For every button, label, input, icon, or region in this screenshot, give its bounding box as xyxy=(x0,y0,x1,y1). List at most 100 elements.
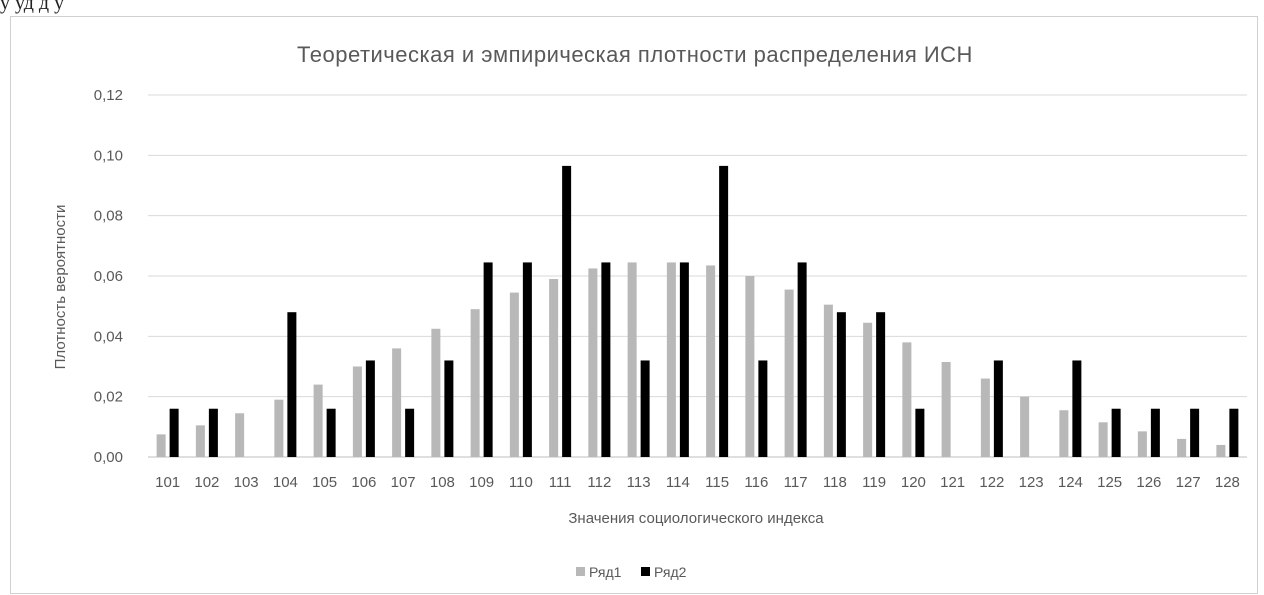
x-tick-label: 112 xyxy=(587,474,611,491)
y-tick-label: 0,02 xyxy=(94,389,123,406)
bar-series-2 xyxy=(208,408,218,457)
bar-series-2 xyxy=(719,165,729,457)
bar-series-2 xyxy=(405,408,415,457)
y-tick-label: 0,04 xyxy=(94,328,123,345)
x-tick-labels: 101 102 103 104 105 106 107 108 109 110 111 112 113 1… xyxy=(155,474,1240,491)
bar-series-2 xyxy=(1229,408,1239,457)
x-tick-label: 120 xyxy=(901,474,926,491)
x-tick-label: 115 xyxy=(705,474,729,491)
x-tick-label: 128 xyxy=(1215,474,1240,491)
bar-series-1 xyxy=(627,262,637,457)
bar-series-1 xyxy=(980,378,990,457)
x-tick-label: 117 xyxy=(784,474,808,491)
bar-series-1 xyxy=(549,279,559,457)
y-tick-labels: 0,00 0,02 0,04 0,06 0,08 0,10 0,12 xyxy=(94,87,123,466)
x-tick-label: 116 xyxy=(744,474,768,491)
y-tick-label: 0,06 xyxy=(94,268,123,285)
y-axis-label: Плотность вероятности xyxy=(52,205,69,370)
bar-series-2 xyxy=(483,262,493,457)
x-tick-label: 122 xyxy=(979,474,1004,491)
legend-swatch-series-2 xyxy=(641,567,650,576)
x-tick-label: 110 xyxy=(509,474,533,491)
x-tick-label: 101 xyxy=(155,474,180,491)
bar-series-2 xyxy=(640,360,650,457)
bar-series-1 xyxy=(392,348,402,457)
bar-series-1 xyxy=(313,384,323,457)
bar-series-1 xyxy=(902,342,912,457)
bar-series-2 xyxy=(287,312,297,457)
bar-series-2 xyxy=(326,408,336,457)
bar-series-2 xyxy=(758,360,768,457)
x-tick-label: 109 xyxy=(469,474,494,491)
clipped-text-line: у уд д у xyxy=(0,0,65,14)
legend-label-series-2: Ряд2 xyxy=(654,564,687,580)
bar-series-1 xyxy=(745,276,755,457)
bar-series-2 xyxy=(836,312,846,457)
x-tick-label: 106 xyxy=(351,474,376,491)
bar-series-2 xyxy=(876,312,886,457)
x-tick-label: 104 xyxy=(273,474,298,491)
bar-series-2 xyxy=(1072,360,1082,457)
bar-series-1 xyxy=(431,328,441,457)
bar-series-1 xyxy=(588,268,598,457)
x-tick-label: 102 xyxy=(194,474,219,491)
bar-series-1 xyxy=(1177,438,1187,457)
y-tick-label: 0,08 xyxy=(94,208,123,225)
x-tick-label: 107 xyxy=(391,474,416,491)
bar-series-2 xyxy=(562,165,572,457)
legend: Ряд1 Ряд2 xyxy=(576,564,687,580)
bar-series-1 xyxy=(509,292,519,457)
bar-series-2 xyxy=(1190,408,1200,457)
bar-series-2 xyxy=(797,262,807,457)
chart-svg: Теоретическая и эмпирическая плотности р… xyxy=(52,42,1247,580)
x-tick-label: 113 xyxy=(627,474,651,491)
x-tick-label: 127 xyxy=(1176,474,1201,491)
bar-series-2 xyxy=(915,408,925,457)
legend-label-series-1: Ряд1 xyxy=(589,564,622,580)
bar-series-2 xyxy=(365,360,375,457)
bar-series-2 xyxy=(1150,408,1160,457)
bar-series-2 xyxy=(169,408,179,457)
x-tick-label: 123 xyxy=(1019,474,1044,491)
bar-series-2 xyxy=(1111,408,1121,457)
y-tick-label: 0,00 xyxy=(94,449,123,466)
chart-title: Теоретическая и эмпирическая плотности р… xyxy=(297,42,973,67)
bar-series-1 xyxy=(195,425,205,457)
bar-series-1 xyxy=(1098,422,1108,457)
x-tick-label: 125 xyxy=(1097,474,1122,491)
bar-series-1 xyxy=(863,322,873,457)
x-tick-label: 121 xyxy=(940,474,965,491)
x-tick-label: 124 xyxy=(1058,474,1083,491)
bar-series-2 xyxy=(601,262,611,457)
y-tick-label: 0,10 xyxy=(94,147,123,164)
bar-series-1 xyxy=(1020,396,1030,457)
x-tick-label: 118 xyxy=(823,474,847,491)
chart-frame: Теоретическая и эмпирическая плотности р… xyxy=(10,16,1258,594)
x-tick-label: 111 xyxy=(549,474,572,491)
x-tick-label: 103 xyxy=(234,474,259,491)
bar-series-1 xyxy=(156,434,166,457)
legend-swatch-series-1 xyxy=(576,567,585,576)
bars xyxy=(156,165,1239,457)
x-tick-label: 105 xyxy=(312,474,337,491)
bar-series-1 xyxy=(706,265,716,457)
bar-series-1 xyxy=(666,262,676,457)
bar-series-1 xyxy=(352,366,362,457)
bar-series-2 xyxy=(679,262,689,457)
bar-series-2 xyxy=(993,360,1003,457)
bar-series-1 xyxy=(235,413,245,457)
bar-series-1 xyxy=(823,304,833,457)
bar-series-1 xyxy=(470,309,480,457)
bar-series-1 xyxy=(274,399,284,457)
x-tick-label: 114 xyxy=(666,474,690,491)
bar-series-2 xyxy=(444,360,454,457)
bar-series-2 xyxy=(522,262,532,457)
bar-series-1 xyxy=(1059,410,1069,457)
bar-series-1 xyxy=(784,289,794,457)
bar-series-1 xyxy=(1137,431,1147,457)
y-tick-label: 0,12 xyxy=(94,87,123,104)
x-tick-label: 108 xyxy=(430,474,455,491)
x-tick-label: 119 xyxy=(862,474,886,491)
bar-series-1 xyxy=(1216,444,1226,457)
x-tick-label: 126 xyxy=(1136,474,1161,491)
